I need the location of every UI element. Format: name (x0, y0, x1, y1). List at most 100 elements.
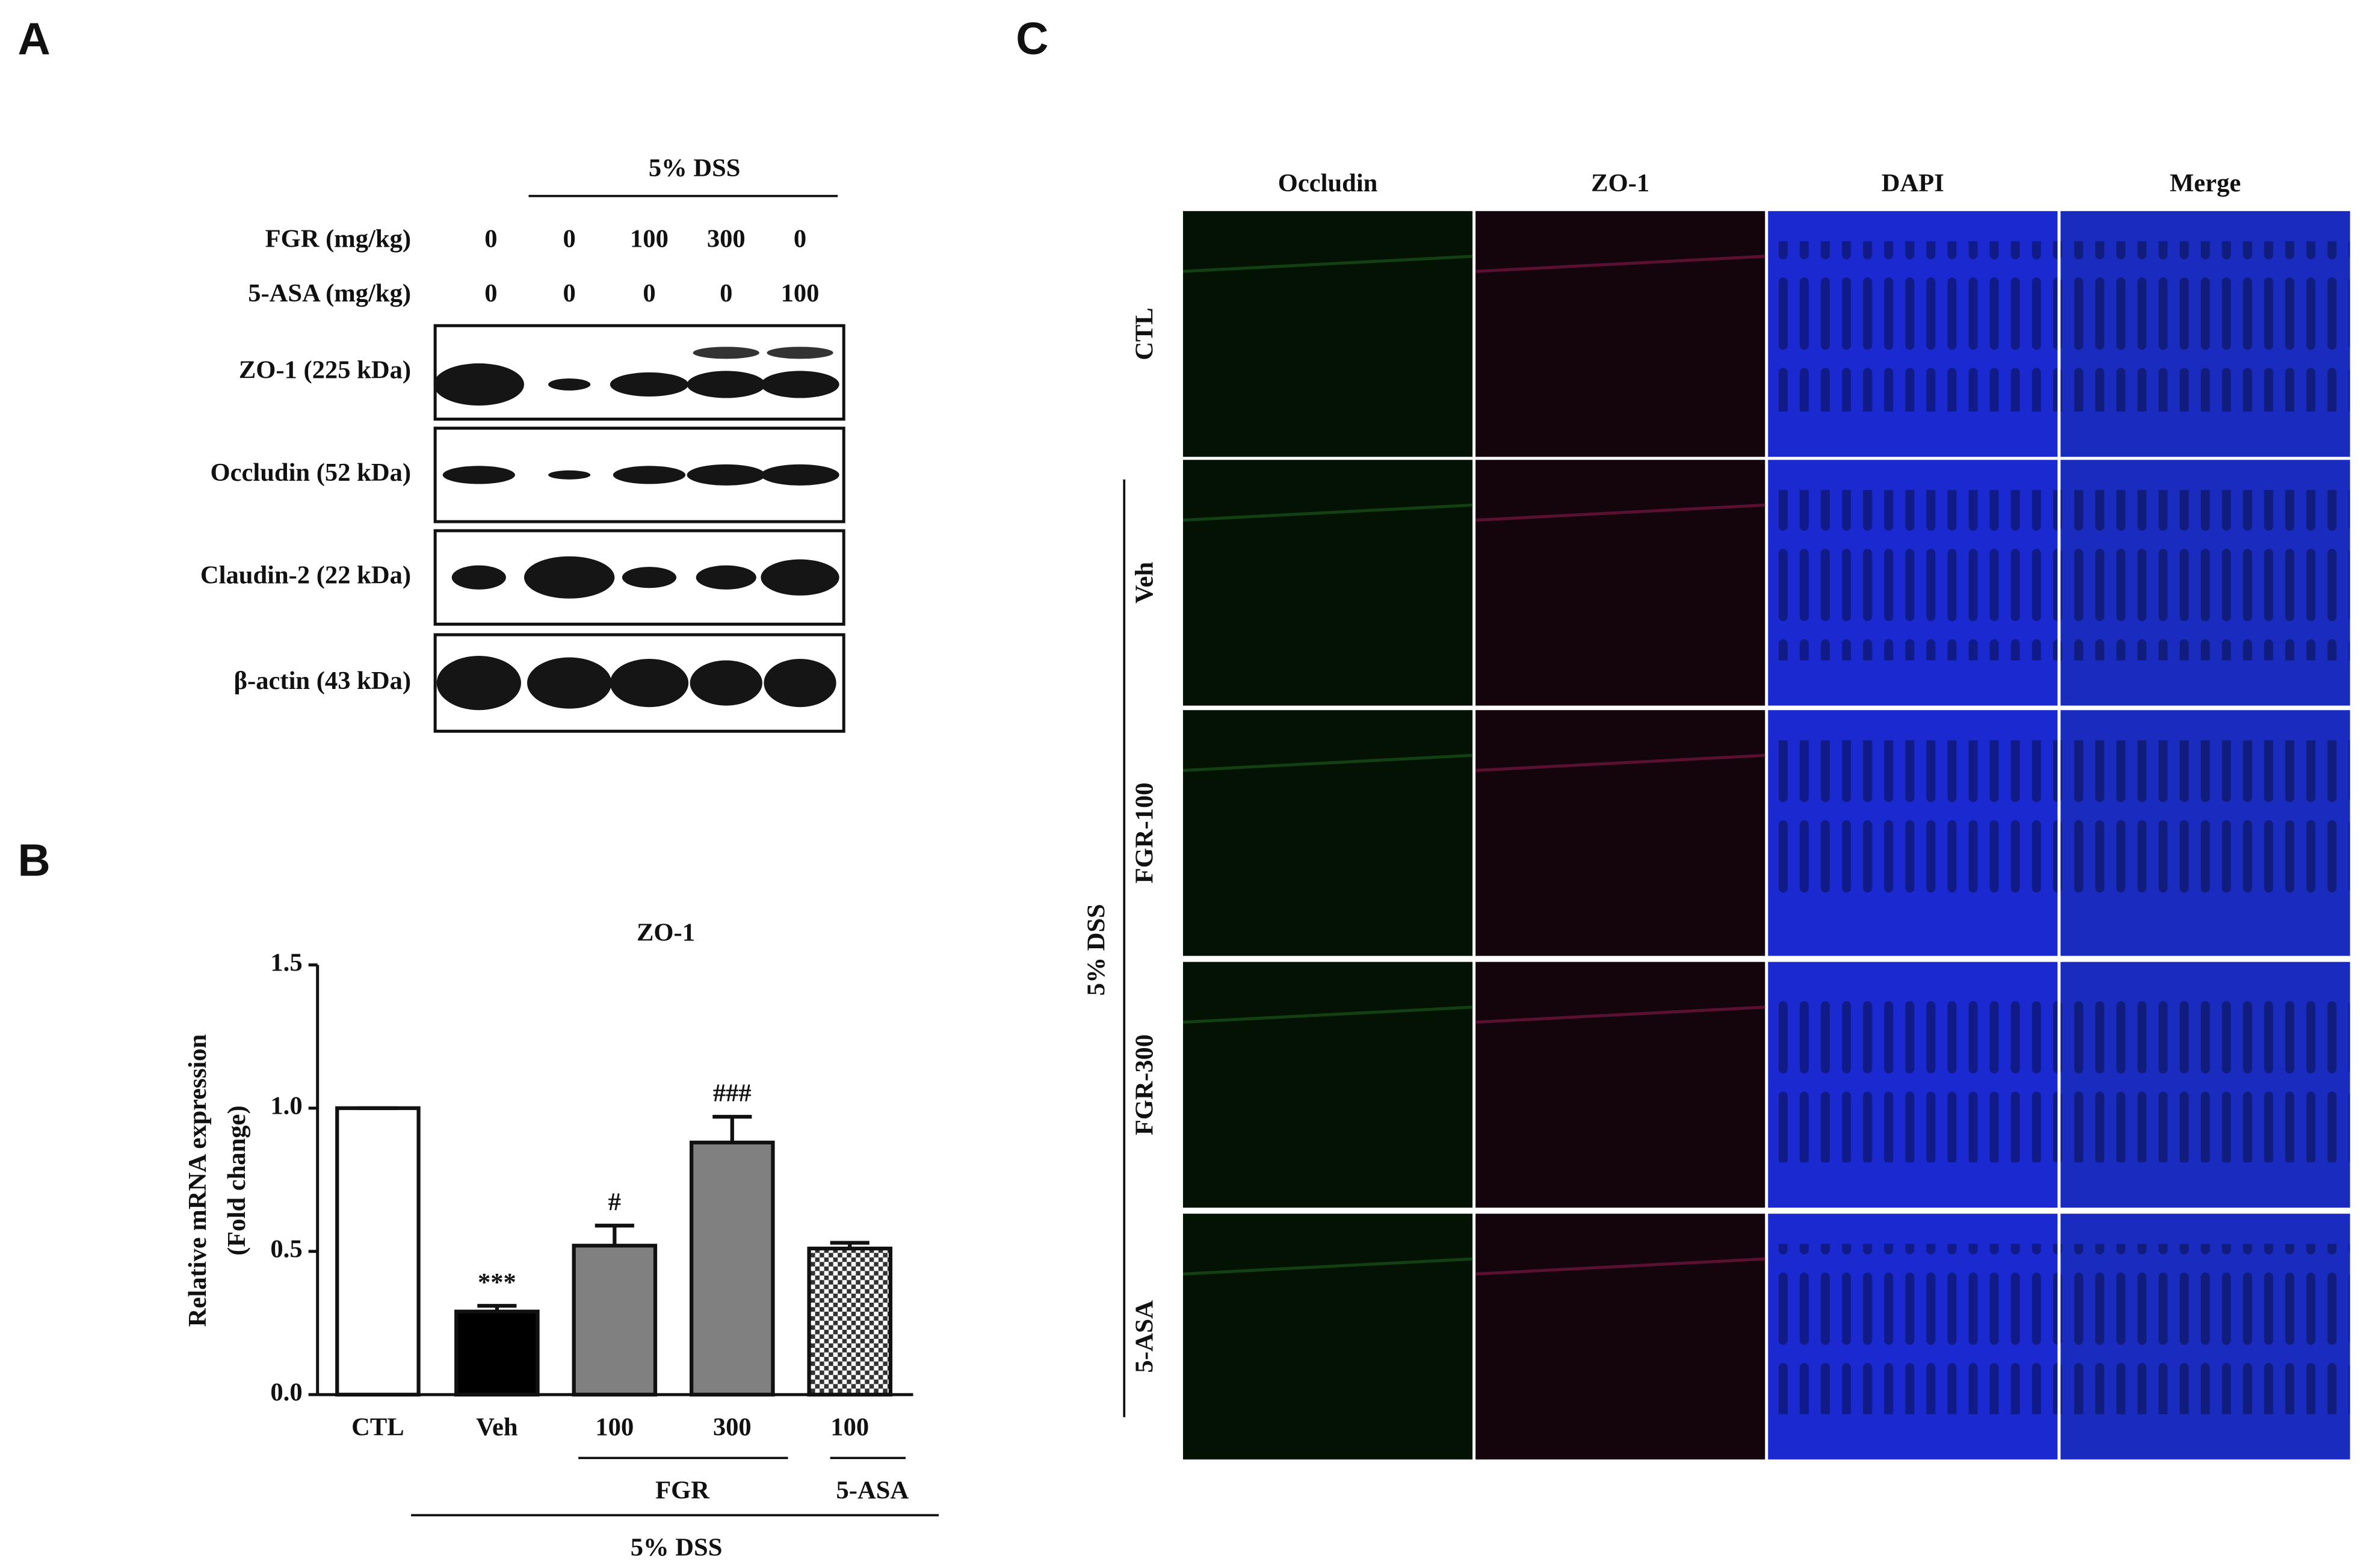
blot-band (687, 371, 765, 398)
bar (689, 1140, 775, 1397)
y-tick-label: 0.5 (270, 1235, 302, 1264)
blot-band (527, 657, 612, 709)
blot-label: Claudin-2 (22 kDa) (200, 561, 411, 589)
micrograph-texture (2060, 740, 2350, 911)
micrograph (1183, 460, 1473, 706)
tissue-edge (1475, 1005, 1765, 1024)
blot-band (613, 466, 686, 484)
micrograph-texture (1768, 992, 2058, 1162)
tissue-edge (1182, 1005, 1473, 1024)
x-tick-label: 300 (713, 1413, 752, 1441)
significance: *** (478, 1268, 516, 1297)
micrograph (1475, 961, 1765, 1208)
dose-label: 5-ASA (mg/kg) (248, 279, 411, 307)
dose-value: 0 (484, 279, 497, 307)
y-tick-label: 0.0 (270, 1378, 302, 1407)
dose-value: 0 (563, 279, 576, 307)
row-label: FGR-300 (1131, 1034, 1159, 1135)
micrograph-texture (2060, 241, 2350, 412)
y-axis-label: (Fold change) (223, 1105, 251, 1256)
dose-value: 0 (794, 225, 806, 253)
x-tick-label: Veh (476, 1413, 518, 1441)
panel-label: C (1016, 13, 1048, 64)
blot-band (690, 660, 762, 706)
micrograph-texture (1768, 241, 2058, 412)
row-label: 5-ASA (1131, 1300, 1159, 1373)
micrograph (1183, 1214, 1473, 1460)
tissue-edge (1182, 503, 1473, 522)
column-header: Occludin (1278, 169, 1378, 197)
micrograph (1475, 460, 1765, 706)
dose-value: 0 (643, 279, 655, 307)
micrograph-texture (2060, 1244, 2350, 1415)
blot-band (610, 659, 689, 708)
micrograph (1183, 710, 1473, 956)
dose-value: 0 (563, 225, 576, 253)
blot-band (761, 371, 839, 398)
blot-band (433, 363, 524, 406)
micrograph-texture (1768, 1244, 2058, 1415)
dose-value: 300 (707, 225, 746, 253)
group-label: 5% DSS (1082, 904, 1110, 996)
blot-band (622, 567, 677, 588)
micrograph (1475, 1214, 1765, 1460)
blot-band (548, 470, 591, 480)
significance: # (608, 1188, 621, 1217)
dose-value: 0 (720, 279, 732, 307)
blot-band (761, 559, 839, 596)
tissue-edge (1475, 753, 1765, 772)
micrograph (1183, 211, 1473, 457)
x-tick-label: CTL (351, 1413, 404, 1441)
blot-frame (433, 324, 845, 421)
treatment-label: 5% DSS (649, 154, 741, 182)
error-bar (830, 1241, 870, 1249)
bar (572, 1244, 658, 1397)
blot-band (764, 659, 836, 708)
bar (807, 1246, 893, 1397)
significance: ### (713, 1079, 752, 1108)
micrograph (1183, 961, 1473, 1208)
x-tick-label: 100 (830, 1413, 869, 1441)
group-label: 5% DSS (631, 1534, 723, 1562)
micrograph (1475, 710, 1765, 956)
tissue-edge (1182, 1257, 1473, 1276)
blot-band (687, 464, 765, 486)
dose-value: 0 (484, 225, 497, 253)
blot-band (548, 378, 591, 390)
blot-band (696, 565, 756, 590)
blot-band (524, 556, 615, 599)
row-label: CTL (1131, 307, 1159, 360)
group-label: 5-ASA (836, 1476, 909, 1504)
blot-band (442, 466, 515, 484)
blot-band (451, 565, 506, 590)
blot-band (761, 464, 839, 486)
blot-band (693, 347, 759, 359)
error-bar (712, 1114, 752, 1143)
y-tick-label: 1.5 (270, 948, 302, 977)
group-label: FGR (655, 1476, 710, 1504)
x-tick-label: 100 (595, 1413, 634, 1441)
blot-band (610, 372, 689, 397)
y-axis-label: Relative mRNA expression (184, 1034, 212, 1327)
bar (335, 1106, 421, 1397)
row-label: FGR-100 (1131, 782, 1159, 883)
dose-value: 100 (630, 225, 669, 253)
error-bar (477, 1304, 517, 1312)
blot-label: β-actin (43 kDa) (234, 667, 411, 695)
blot-label: Occludin (52 kDa) (210, 458, 411, 487)
blot-label: ZO-1 (225 kDa) (239, 356, 411, 384)
dose-value: 100 (781, 279, 820, 307)
blot-band (436, 656, 521, 711)
blot-band (767, 347, 833, 359)
panel-label: B (17, 835, 50, 886)
column-header: DAPI (1882, 169, 1944, 197)
error-bar (595, 1223, 634, 1246)
tissue-edge (1182, 753, 1473, 772)
y-tick-label: 1.0 (270, 1092, 302, 1120)
bar (454, 1309, 540, 1397)
tissue-edge (1475, 1257, 1765, 1276)
dose-label: FGR (mg/kg) (265, 225, 411, 253)
tissue-edge (1475, 255, 1765, 273)
column-header: Merge (2170, 169, 2241, 197)
